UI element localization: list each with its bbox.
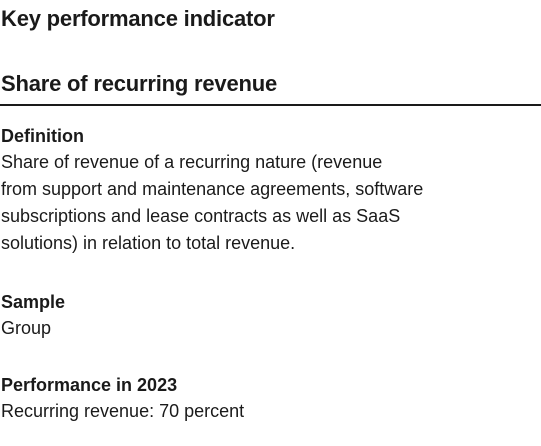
kpi-title: Share of recurring revenue — [1, 71, 278, 96]
definition-line: Share of revenue of a recurring nature (… — [1, 152, 383, 172]
performance-section: Performance in 2023 Recurring revenue: 7… — [1, 372, 531, 425]
sample-section: Sample Group — [1, 289, 531, 342]
performance-text: Recurring revenue: 70 percent — [1, 401, 245, 421]
sample-text: Group — [1, 318, 52, 338]
definition-line: from support and maintenance agreements,… — [1, 179, 424, 199]
definition-line: solutions) in relation to total revenue. — [1, 233, 296, 253]
definition-line: subscriptions and lease contracts as wel… — [1, 206, 401, 226]
kpi-label: Key performance indicator — [1, 6, 275, 31]
sample-heading: Sample — [1, 292, 66, 312]
definition-text: Share of revenue of a recurring nature (… — [1, 149, 531, 257]
definition-heading: Definition — [1, 126, 84, 146]
definition-section: Definition Share of revenue of a recurri… — [1, 123, 531, 257]
title-divider — [0, 104, 541, 106]
performance-heading: Performance in 2023 — [1, 375, 178, 395]
